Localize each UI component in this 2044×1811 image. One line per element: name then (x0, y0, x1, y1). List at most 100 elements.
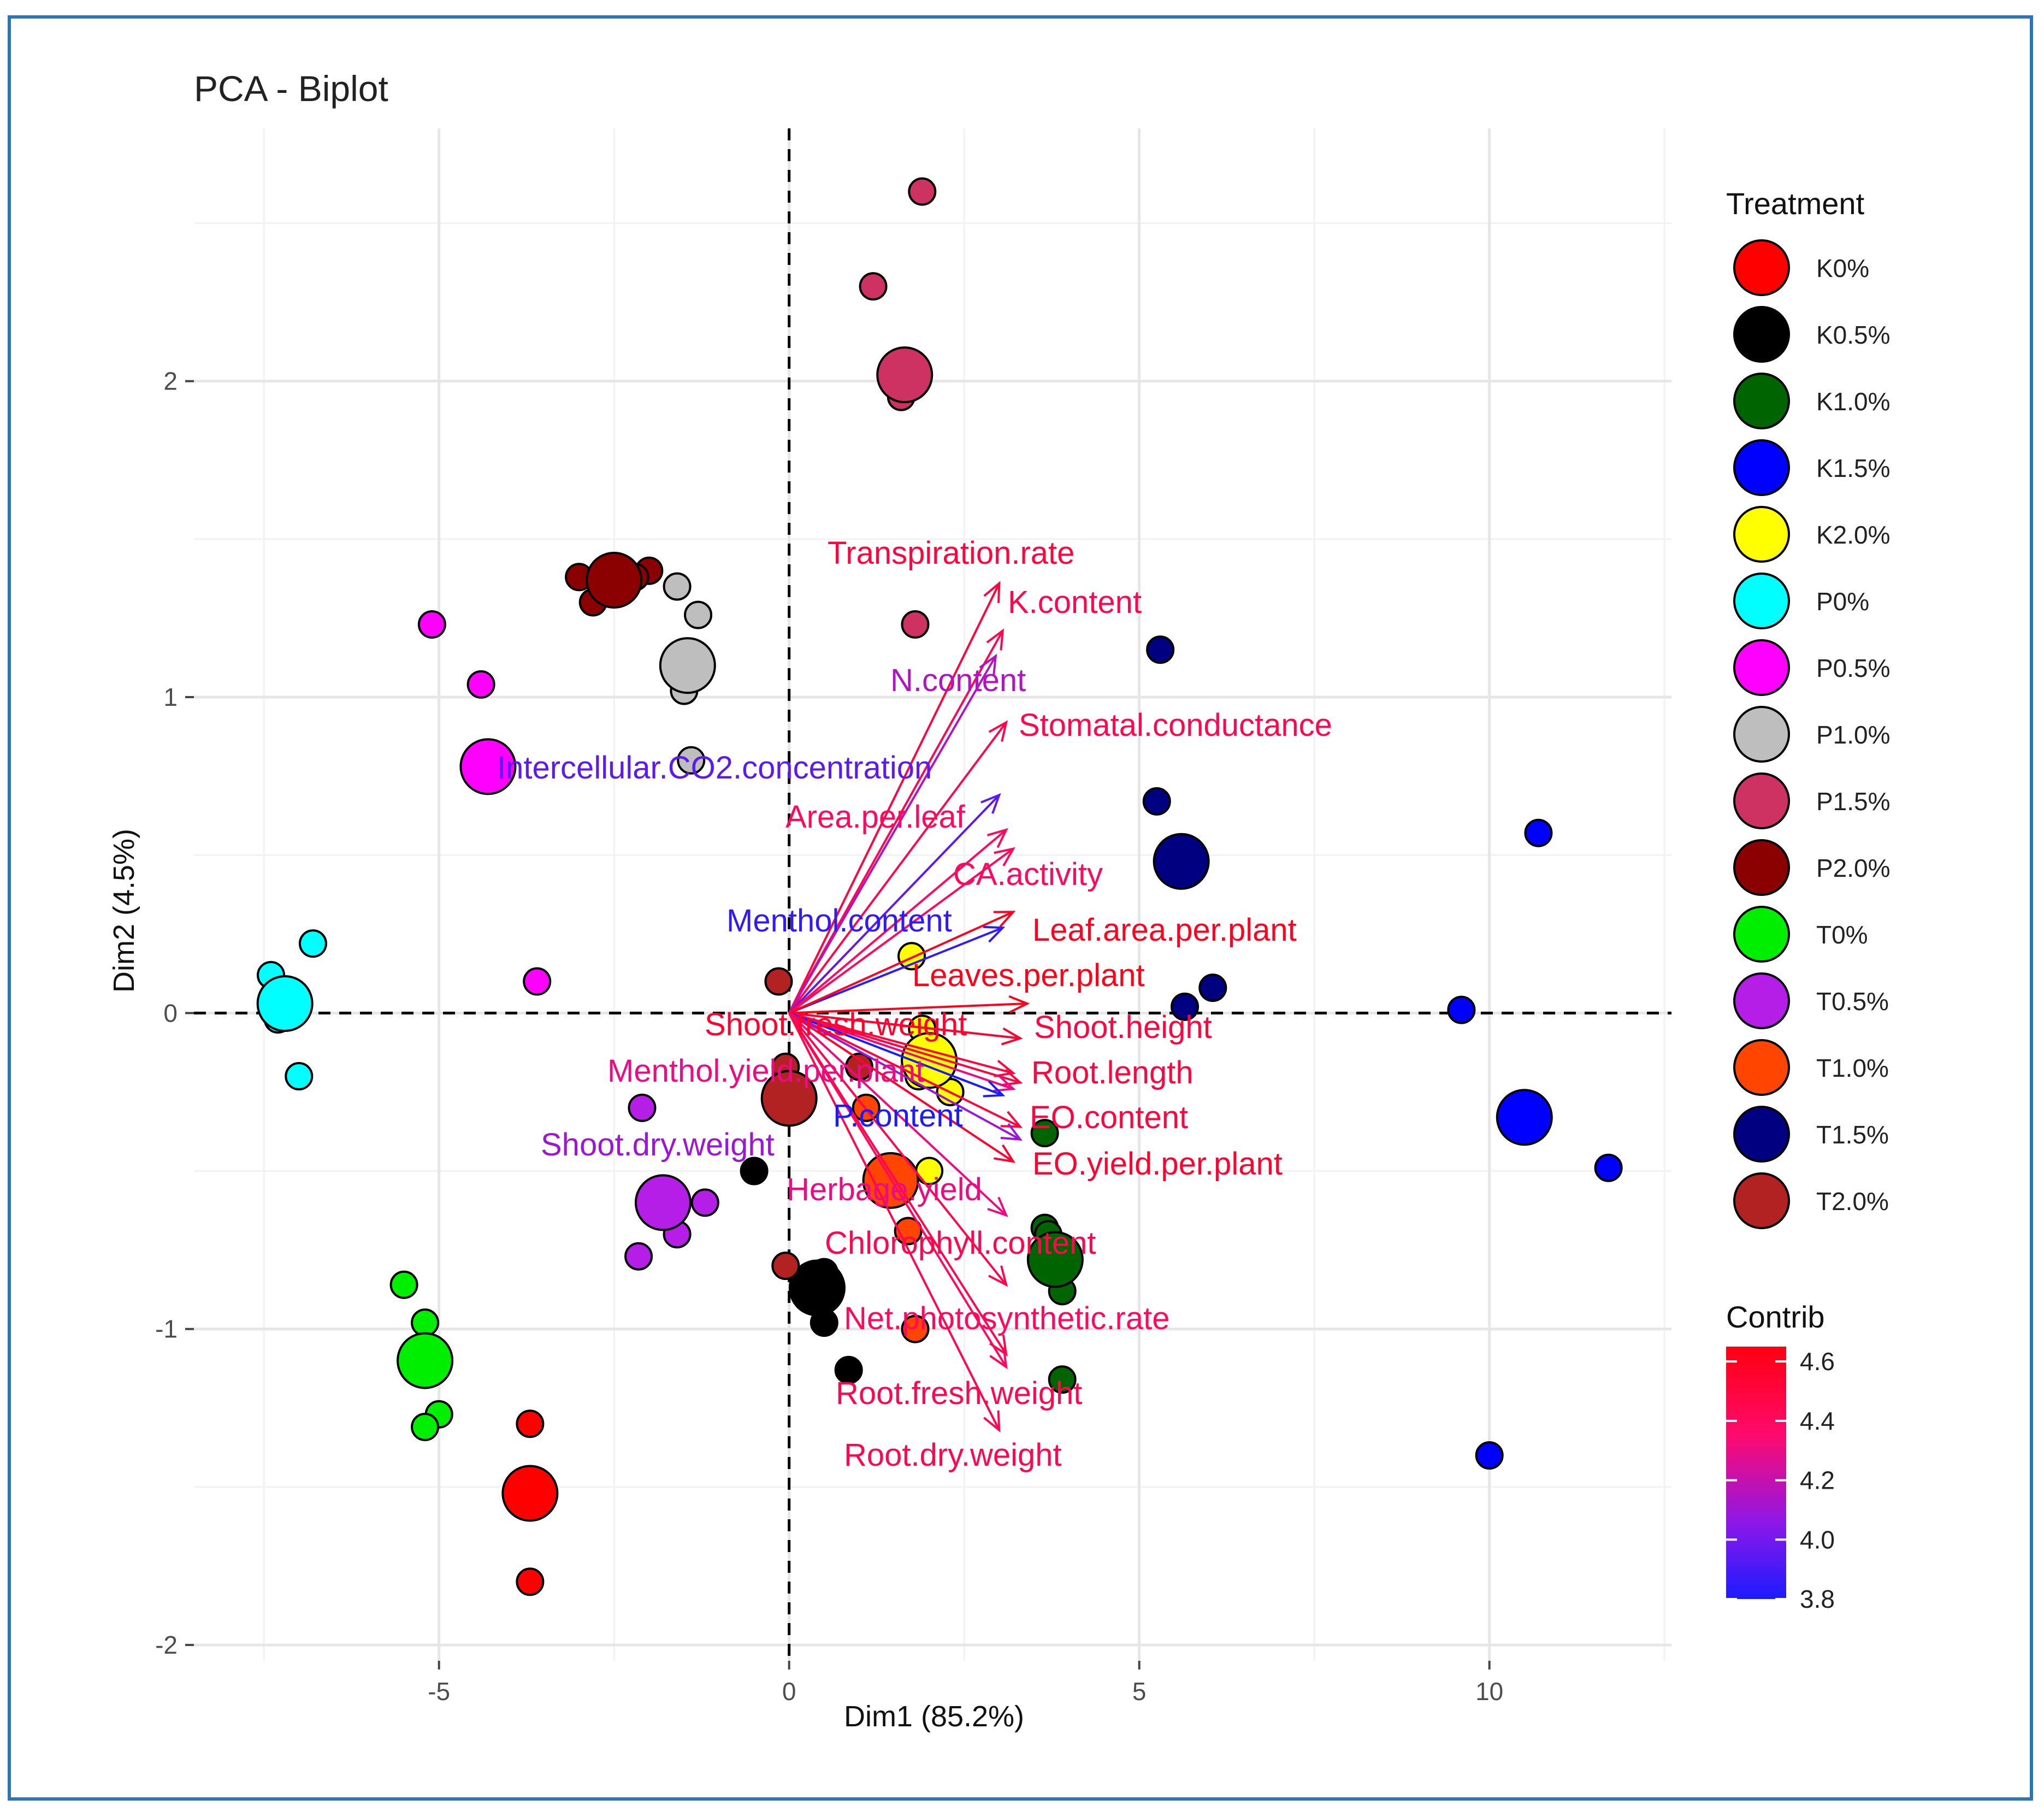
arrow-shoot-dry-weight (788, 1012, 1021, 1141)
legend-label-p0-: P0% (1816, 587, 1869, 616)
x-tick-label: 10 (1475, 1677, 1503, 1706)
arrowhead-eo-content (1000, 1111, 1023, 1128)
arrow-root-fresh-weight (788, 1012, 1007, 1355)
y-tick-label: -1 (155, 1315, 178, 1343)
point-t1-5- (1171, 992, 1200, 1021)
treatment-legend: Treatment K0% K0.5% K1.0% K1.5% K2.0% P0% P0.5… (1726, 186, 1891, 1229)
arrow-k-content (788, 630, 1004, 1014)
axes: -5 0 5 10 -2 -1 0 1 2 (155, 367, 1503, 1706)
point-t2-0- (771, 1252, 800, 1281)
point-p1-0- (663, 572, 692, 601)
x-tick-label: 5 (1132, 1677, 1147, 1706)
variable-label-transpiration-rate: Transpiration.rate (828, 535, 1074, 571)
arrowhead-shoot-fresh-weight (1001, 1027, 1023, 1046)
variable-label-root-length: Root.length (1031, 1055, 1194, 1090)
point-k0- (516, 1409, 545, 1438)
centroid-t0- (397, 1332, 454, 1389)
colorbar-tick-label: 4.4 (1800, 1407, 1835, 1435)
arrow-area-per-leaf (788, 829, 1007, 1014)
arrow-chlorophyll-content (788, 1012, 1007, 1286)
point-p0-5- (523, 967, 552, 996)
point-t1-5- (1142, 787, 1171, 816)
legend-label-t1-0-: T1.0% (1816, 1054, 1889, 1082)
variable-label-chlorophyll-content: Chlorophyll.content (825, 1225, 1096, 1261)
point-t1-5- (1146, 635, 1175, 664)
centroid-p1-0- (659, 637, 716, 694)
arrow-intercellular-co2-concentration (788, 794, 1000, 1014)
arrowhead-leaf-area-per-plant (993, 911, 1016, 928)
point-t0- (411, 1413, 440, 1442)
legend-swatch-p1-5- (1733, 772, 1790, 829)
legend-label-t1-5-: T1.5% (1816, 1120, 1889, 1149)
arrow-ca-activity (788, 848, 1014, 1014)
arrow-shoot-fresh-weight (789, 1012, 1020, 1040)
arrow-root-length (789, 1012, 1021, 1084)
legend-swatch-k0-5- (1733, 306, 1790, 363)
legend-swatch-p0-5- (1733, 639, 1790, 696)
centroid-p0- (256, 975, 314, 1033)
arrowhead-root-dry-weight (983, 1410, 1001, 1433)
centroid-p2-0- (586, 552, 643, 609)
variable-arrows: Transpiration.rate K.content N.content Stom… (497, 535, 1332, 1473)
legend-swatch-k0- (1733, 239, 1790, 296)
legend-label-p1-0-: P1.0% (1816, 721, 1891, 749)
reference-lines (194, 128, 1671, 1661)
contrib-colorbar (1726, 1347, 1786, 1599)
point-p1-0- (684, 600, 713, 629)
arrowhead-eo-yield-per-plant (994, 1144, 1016, 1163)
point-k0-5- (834, 1355, 863, 1384)
legend-label-t0-5-: T0.5% (1816, 987, 1889, 1016)
centroid-k0-5- (788, 1259, 846, 1317)
arrowhead-chlorophyll-content (988, 1265, 1008, 1287)
point-k1-5- (1447, 995, 1476, 1024)
arrow-stomatal-conductance (788, 722, 1007, 1014)
arrow-root-dry-weight (788, 1012, 1001, 1431)
variable-label-n-content: N.content (890, 663, 1026, 698)
arrowhead-herbage-yield (987, 1196, 1008, 1217)
variable-label-net-photosynthetic-rate: Net.photosynthetic.rate (844, 1301, 1169, 1336)
legend-swatch-t0-5- (1733, 972, 1790, 1029)
variable-label-leaf-area-per-plant: Leaf.area.per.plant (1032, 912, 1297, 948)
point-k2-0- (897, 942, 926, 971)
arrow-net-photosynthetic-rate (788, 1012, 1007, 1368)
variable-label-shoot-fresh-weight: Shoot.fresh.weight (705, 1007, 967, 1042)
colorbar-tick-label: 3.8 (1800, 1585, 1835, 1613)
individual-points (256, 177, 1623, 1596)
arrow-transpiration-rate (788, 582, 1001, 1014)
point-k0-5- (740, 1157, 769, 1185)
y-tick-label: 0 (163, 999, 178, 1027)
colorbar-tick-label: 4.6 (1800, 1347, 1835, 1376)
arrowhead-transpiration-rate (983, 581, 1001, 603)
variable-label-k-content: K.content (1008, 585, 1142, 620)
point-k1-0- (1048, 1365, 1077, 1394)
arrowhead-intercellular-co2-concentration (980, 793, 1001, 814)
point-t1-5- (1198, 974, 1227, 1002)
centroid-t2-0- (760, 1070, 818, 1127)
centroid-k1-0- (1026, 1231, 1084, 1288)
variable-label-intercellular-co2-concentration: Intercellular.CO2.concentration (497, 750, 932, 786)
legend-label-p1-5-: P1.5% (1816, 787, 1891, 816)
point-t0- (389, 1270, 418, 1299)
point-p0-5- (417, 610, 446, 639)
arrow-leaf-area-per-plant (788, 911, 1014, 1014)
variable-label-p-content: P.content (833, 1098, 963, 1134)
legend-title: Treatment (1726, 186, 1865, 221)
legend-swatch-p2-0- (1733, 839, 1790, 896)
point-k1-0- (1030, 1119, 1059, 1148)
legend-label-p2-0-: P2.0% (1816, 854, 1891, 882)
legend-swatch-t1-5- (1733, 1106, 1790, 1163)
y-tick-label: 2 (163, 367, 178, 396)
arrow-menthol-yield-per-plant (789, 1012, 1014, 1090)
legend-label-k0-: K0% (1816, 254, 1869, 282)
arrow-p-content (788, 1012, 1003, 1096)
arrow-shoot-height (789, 1012, 1014, 1075)
arrowhead-k-content (986, 628, 1005, 651)
arrowhead-stomatal-conductance (988, 720, 1008, 742)
colorbar-tick-label: 4.0 (1800, 1525, 1835, 1554)
legend-swatch-k1-5- (1733, 439, 1790, 496)
point-t1-0- (901, 1314, 930, 1343)
point-p1-5- (908, 177, 937, 206)
point-p0-5- (466, 670, 495, 699)
centroid-k1-5- (1496, 1089, 1553, 1146)
